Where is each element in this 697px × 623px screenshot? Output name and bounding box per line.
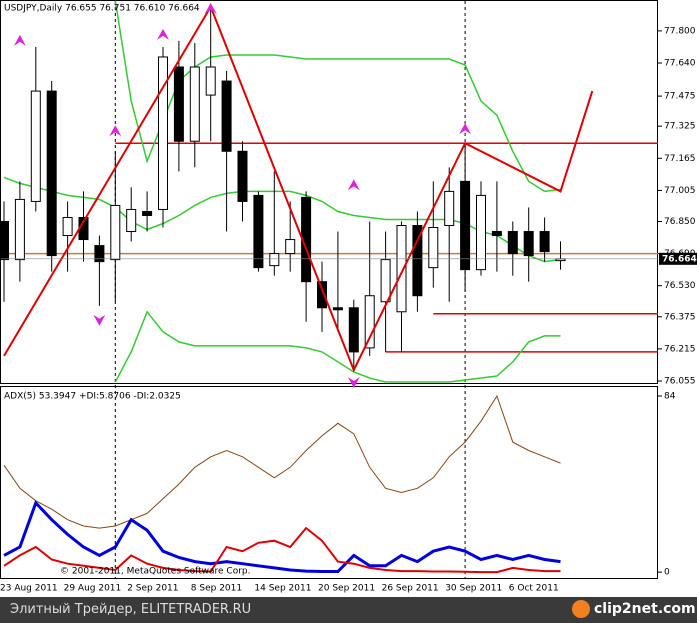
x-tick-label: 2 Sep 2011	[127, 584, 178, 594]
candle-body	[269, 253, 280, 267]
candle-body	[364, 295, 375, 349]
main-group: 77.800 77.640 77.475 77.325 77.165 77.005 76.8…	[0, 0, 697, 594]
candle-body	[507, 231, 518, 255]
candle-body	[523, 231, 534, 257]
candle-body	[142, 210, 153, 216]
footer: Элитный Трейдер, ELITETRADER.RU clip2net…	[0, 597, 697, 623]
y-tick-label: 0	[664, 568, 670, 578]
candle-body	[428, 227, 439, 269]
y-tick-label: 76.215	[664, 344, 696, 354]
candle-body	[30, 90, 41, 202]
bollinger-band	[114, 0, 561, 193]
fractal-arrow	[347, 179, 360, 191]
adx-pane	[0, 386, 658, 579]
candle-body	[221, 80, 232, 152]
candle-body	[0, 220, 9, 261]
bollinger-band	[114, 310, 561, 383]
candle-body	[380, 259, 391, 303]
chart-title: USDJPY,Daily 76.655 76.751 76.610 76.664	[4, 4, 200, 14]
candle-body	[46, 90, 57, 257]
fractal-arrow	[347, 376, 360, 388]
y-tick-label: 77.165	[664, 154, 696, 164]
price-label: 76.664	[662, 254, 697, 264]
x-tick-label: 30 Sep 2011	[445, 584, 502, 594]
y-tick-label: 77.475	[664, 92, 696, 102]
adx-line	[3, 526, 561, 574]
x-tick-label: 6 Oct 2011	[509, 584, 559, 594]
x-tick-label: 8 Sep 2011	[191, 584, 242, 594]
y-tick-label: 84	[664, 392, 676, 402]
candle-body	[348, 307, 359, 353]
candle-body	[173, 66, 184, 142]
candle-body	[332, 307, 343, 311]
fractal-arrow	[13, 34, 26, 46]
y-tick-label: 76.055	[664, 376, 696, 386]
x-tick-label: 20 Sep 2011	[318, 584, 375, 594]
x-tick-label: 23 Aug 2011	[0, 584, 58, 594]
adx-title: ADX(5) 53.3947 +DI:5.8706 -DI:2.0325	[4, 392, 181, 402]
chart: 77.800 77.640 77.475 77.325 77.165 77.005 76.8…	[0, 0, 697, 594]
y-tick-label: 77.800	[664, 26, 696, 36]
y-tick-label: 76.530	[664, 281, 696, 291]
candle-body	[476, 194, 486, 271]
candle-body	[412, 225, 423, 297]
candle-body	[237, 150, 248, 202]
fractal-arrow	[157, 28, 169, 40]
adx-line	[3, 394, 561, 529]
candle-body	[460, 180, 471, 271]
price-label-box	[659, 252, 697, 265]
candle-body	[285, 239, 296, 255]
y-tick-label: 76.375	[664, 312, 696, 322]
candle-body	[94, 245, 105, 263]
fractal-arrow	[109, 125, 122, 137]
fractal-arrow	[459, 123, 472, 135]
copyright: © 2001-2011, MetaQuotes Software Corp.	[60, 567, 251, 577]
y-tick-label: 77.640	[664, 58, 696, 68]
candle-body	[491, 231, 502, 237]
candle-body	[110, 204, 121, 261]
y-tick-label: 76.850	[664, 217, 696, 227]
candle-body	[126, 208, 137, 233]
candle-body	[317, 281, 327, 309]
candle-body	[158, 56, 168, 210]
candle-body	[189, 66, 200, 142]
y-tick-label: 77.005	[664, 186, 696, 196]
main-pane	[0, 0, 658, 384]
logo-text[interactable]: clip2net.com	[594, 601, 696, 617]
candle-body	[253, 194, 264, 269]
zigzag	[3, 4, 594, 373]
adx-group: 0 84	[3, 392, 676, 578]
x-tick-label: 26 Sep 2011	[382, 584, 439, 594]
fractal-arrow	[204, 2, 217, 14]
x-tick-label: 14 Sep 2011	[254, 584, 311, 594]
x-tick-label: 29 Aug 2011	[64, 584, 122, 594]
y-tick-label: 77.325	[664, 122, 696, 132]
adx-line	[3, 500, 561, 573]
candle-body	[14, 198, 25, 261]
footer-text: Элитный Трейдер, ELITETRADER.RU	[10, 602, 252, 617]
logo-icon	[572, 600, 590, 618]
candle-body	[62, 216, 73, 237]
candle-body	[444, 190, 455, 227]
fractal-arrow	[93, 314, 106, 326]
candle-body	[539, 231, 550, 253]
candle-body	[205, 66, 216, 96]
candle-body	[396, 225, 407, 313]
